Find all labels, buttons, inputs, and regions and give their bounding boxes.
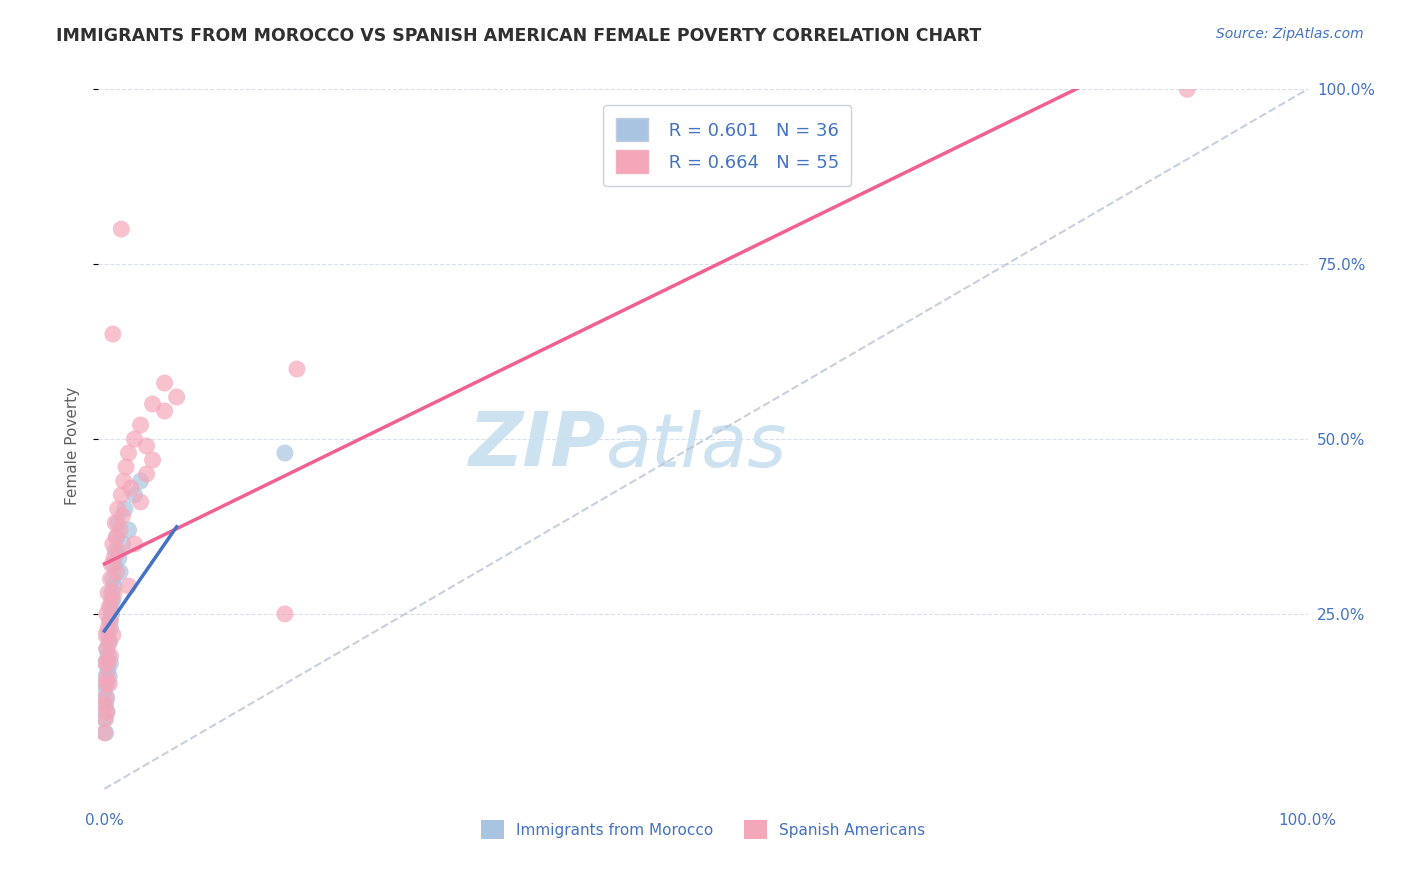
Point — [103, 558, 125, 572]
Point — [274, 607, 297, 621]
Point — [103, 586, 125, 600]
Point — [98, 635, 121, 649]
Point — [115, 460, 138, 475]
Point — [108, 565, 131, 579]
Point — [105, 565, 128, 579]
Point — [129, 417, 152, 432]
Point — [96, 607, 118, 621]
Point — [100, 599, 122, 614]
Point — [100, 572, 122, 586]
Point — [93, 684, 115, 698]
Point — [98, 635, 121, 649]
Point — [135, 467, 157, 481]
Point — [117, 523, 139, 537]
Point — [104, 544, 127, 558]
Point — [94, 712, 117, 726]
Point — [107, 516, 129, 530]
Point — [117, 579, 139, 593]
Point — [111, 508, 134, 523]
Point — [97, 656, 120, 670]
Point — [124, 537, 146, 551]
Point — [285, 362, 308, 376]
Point — [110, 488, 132, 502]
Point — [101, 593, 124, 607]
Point — [110, 222, 132, 236]
Point — [96, 670, 118, 684]
Point — [98, 614, 121, 628]
Point — [94, 690, 117, 705]
Text: Source: ZipAtlas.com: Source: ZipAtlas.com — [1216, 27, 1364, 41]
Point — [274, 446, 297, 460]
Point — [129, 495, 152, 509]
Point — [153, 404, 176, 418]
Point — [93, 726, 115, 740]
Point — [96, 705, 118, 719]
Point — [101, 572, 124, 586]
Point — [96, 677, 118, 691]
Point — [98, 677, 121, 691]
Point — [124, 488, 146, 502]
Point — [97, 586, 120, 600]
Point — [97, 628, 120, 642]
Point — [101, 628, 124, 642]
Text: ZIP: ZIP — [470, 409, 606, 483]
Point — [103, 579, 125, 593]
Point — [107, 502, 129, 516]
Point — [108, 523, 131, 537]
Point — [142, 397, 165, 411]
Text: atlas: atlas — [606, 410, 787, 482]
Point — [93, 712, 115, 726]
Point — [97, 663, 120, 677]
Point — [96, 641, 118, 656]
Point — [1175, 82, 1198, 96]
Legend: Immigrants from Morocco, Spanish Americans: Immigrants from Morocco, Spanish America… — [475, 814, 931, 845]
Point — [108, 550, 131, 565]
Point — [94, 677, 117, 691]
Point — [101, 327, 124, 342]
Point — [94, 698, 117, 712]
Point — [96, 641, 118, 656]
Point — [94, 726, 117, 740]
Point — [105, 530, 128, 544]
Point — [96, 690, 118, 705]
Point — [166, 390, 188, 404]
Point — [114, 502, 136, 516]
Point — [100, 593, 122, 607]
Point — [100, 586, 122, 600]
Point — [94, 656, 117, 670]
Point — [94, 628, 117, 642]
Point — [117, 446, 139, 460]
Point — [112, 474, 135, 488]
Point — [103, 550, 125, 565]
Point — [94, 670, 117, 684]
Point — [129, 474, 152, 488]
Point — [94, 656, 117, 670]
Point — [120, 481, 142, 495]
Y-axis label: Female Poverty: Female Poverty — [65, 387, 80, 505]
Point — [93, 698, 115, 712]
Point — [100, 621, 122, 635]
Point — [100, 558, 122, 572]
Point — [96, 705, 118, 719]
Point — [124, 432, 146, 446]
Point — [98, 670, 121, 684]
Point — [142, 453, 165, 467]
Point — [100, 607, 122, 621]
Point — [104, 516, 127, 530]
Text: IMMIGRANTS FROM MOROCCO VS SPANISH AMERICAN FEMALE POVERTY CORRELATION CHART: IMMIGRANTS FROM MOROCCO VS SPANISH AMERI… — [56, 27, 981, 45]
Point — [111, 537, 134, 551]
Point — [97, 648, 120, 663]
Point — [98, 599, 121, 614]
Point — [153, 376, 176, 390]
Point — [101, 537, 124, 551]
Point — [105, 530, 128, 544]
Point — [100, 648, 122, 663]
Point — [108, 544, 131, 558]
Point — [97, 621, 120, 635]
Point — [135, 439, 157, 453]
Point — [100, 656, 122, 670]
Point — [100, 614, 122, 628]
